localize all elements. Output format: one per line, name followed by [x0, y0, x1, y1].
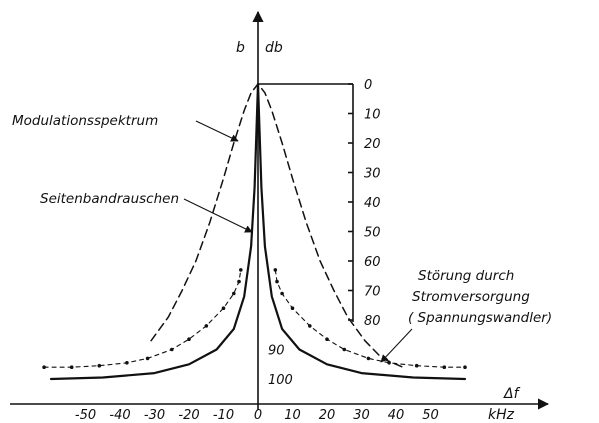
series-2-point	[237, 279, 241, 284]
x-tick-label: -30	[144, 408, 165, 423]
leader-modulationsspektrum	[195, 120, 239, 142]
series-1-line	[49, 82, 467, 381]
db-tick-label: 40	[364, 196, 381, 211]
series-2-point	[280, 291, 284, 296]
db-tick-label: 30	[364, 167, 381, 182]
db-tick-label: 60	[364, 255, 381, 270]
b-tick-label: 90	[268, 344, 285, 359]
series-2-point	[42, 365, 46, 370]
x-tick-label: -20	[178, 408, 199, 423]
series-2-point	[387, 361, 391, 365]
series-0-line	[150, 83, 404, 368]
annotation-seitenbandrauschen: Seitenbandrauschen	[40, 191, 179, 207]
series-2-point	[204, 324, 209, 328]
series-2-point	[221, 306, 226, 311]
db-tick-label: 10	[364, 108, 381, 123]
leader-stoerung	[380, 328, 413, 363]
x-axis-unit: kHz	[488, 407, 515, 423]
series-layer	[42, 82, 467, 381]
db-tick-label: 70	[364, 285, 381, 300]
series-2-point	[232, 291, 236, 296]
series-2-point	[125, 361, 129, 365]
series-2-point	[97, 363, 102, 368]
series-2-point	[442, 365, 447, 370]
x-tick-labels: -50 -40 -30 -20 -10 0 10 20 30 40 50	[75, 408, 439, 423]
series-2-point	[170, 347, 174, 352]
series-2-line	[274, 269, 466, 368]
x-tick-label: 40	[388, 408, 405, 423]
series-2-point	[414, 363, 419, 368]
db-tick-labels: 0 10 20 30 40 50 60 70 80	[348, 78, 381, 329]
series-2-point	[308, 324, 312, 328]
series-2-point	[342, 347, 347, 352]
series-2-point	[273, 268, 278, 272]
x-tick-label: 30	[353, 408, 370, 423]
db-tick-label: 20	[364, 137, 381, 152]
b-tick-label: 100	[268, 373, 293, 388]
series-2-point	[463, 365, 467, 370]
x-tick-label: 10	[284, 408, 301, 423]
series-2-point	[325, 337, 329, 342]
x-tick-label: -40	[109, 408, 130, 423]
series-2-point	[275, 279, 279, 284]
annotation-stoerung-line3: ( Spannungswandler)	[408, 310, 552, 326]
annotation-stoerung-line2: Stromversorgung	[412, 289, 530, 305]
b-tick-labels: 90 100	[268, 344, 293, 389]
series-2-point	[69, 365, 74, 370]
x-tick-label: -10	[213, 408, 234, 423]
x-tick-label: 20	[319, 408, 336, 423]
annotation-stoerung-line1: Störung durch	[418, 268, 514, 284]
series-2-line	[43, 269, 242, 368]
x-axis-label: Δf	[503, 386, 521, 402]
x-tick-label: 50	[422, 408, 439, 423]
db-tick-label: 50	[364, 226, 381, 241]
db-tick-label: 80	[364, 314, 381, 329]
y-unit-left: b	[236, 40, 245, 56]
db-tick-label: 0	[364, 78, 372, 93]
y-unit-right: db	[265, 40, 283, 56]
x-tick-label: -50	[75, 408, 96, 423]
series-2-point	[187, 337, 191, 342]
annotation-modulationsspektrum: Modulationsspektrum	[12, 113, 158, 129]
series-2-point	[366, 356, 371, 361]
leader-seitenbandrauschen	[183, 198, 253, 233]
series-2-point	[145, 356, 150, 361]
series-2-point	[239, 268, 243, 272]
series-2-point	[290, 306, 295, 311]
x-tick-label: 0	[254, 408, 262, 423]
